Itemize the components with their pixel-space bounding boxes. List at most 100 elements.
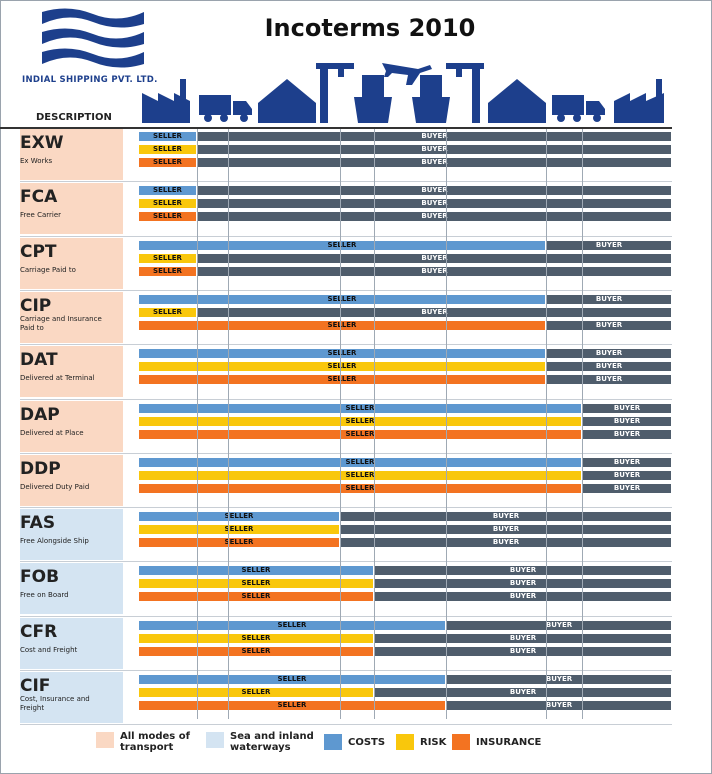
legend-insurance-label: INSURANCE (476, 737, 542, 748)
mode-background (20, 672, 123, 723)
term-code: FOB (20, 567, 60, 588)
stage-gridline (446, 129, 447, 719)
term-row-cpt: CPT Carriage Paid to SELLER BUYER SELLER BUYE… (0, 237, 672, 289)
term-full-name: Ex Works (20, 157, 53, 165)
seller-costs-bar: SELLER (138, 565, 374, 577)
company-logo-waves-icon (42, 8, 144, 68)
legend-risk-label: RISK (420, 737, 447, 748)
legend-risk-swatch (396, 734, 414, 750)
term-row-ddp: DDP Delivered Duty Paid SELLER BUYER SELLER B… (0, 454, 672, 506)
buyer-risk-bar: BUYER (582, 415, 672, 427)
seller-costs-bar: SELLER (138, 619, 446, 631)
stage-gridline (340, 129, 341, 719)
seller-risk-bar: SELLER (138, 632, 374, 644)
seller-costs-bar: SELLER (138, 239, 546, 251)
mode-background (20, 291, 123, 343)
row-divider (20, 724, 672, 726)
factory-icon (614, 79, 664, 123)
buyer-insurance-bar: BUYER (197, 211, 672, 223)
buyer-costs-bar: BUYER (546, 348, 672, 360)
seller-risk-bar: SELLER (138, 578, 374, 590)
seller-costs-bar: SELLER (138, 293, 546, 305)
seller-risk-bar: SELLER (138, 687, 374, 698)
buyer-insurance-bar: BUYER (197, 157, 672, 168)
row-divider (20, 181, 672, 183)
row-divider (20, 398, 672, 400)
seller-risk-bar: SELLER (138, 252, 197, 264)
buyer-risk-bar: BUYER (374, 578, 672, 590)
row-divider (20, 561, 672, 563)
row-divider (20, 615, 672, 617)
buyer-costs-bar: BUYER (374, 565, 672, 577)
term-full-name: Delivered Duty Paid (20, 482, 90, 491)
seller-insurance-bar: SELLER (138, 591, 374, 603)
header-divider (0, 127, 672, 129)
seller-costs-bar: SELLER (138, 348, 546, 360)
company-name: INDIAL SHIPPING PVT. LTD. (22, 75, 158, 85)
buyer-risk-bar: BUYER (374, 632, 672, 644)
buyer-costs-bar: BUYER (546, 293, 672, 305)
term-code: DDP (20, 458, 61, 479)
description-header: DESCRIPTION (36, 112, 112, 123)
factory-icon (142, 79, 190, 123)
buyer-risk-bar: BUYER (340, 524, 672, 536)
seller-insurance-bar: SELLER (138, 482, 582, 494)
term-full-name: Cost, Insurance and Freight (20, 695, 90, 712)
mode-background (20, 129, 123, 180)
row-divider (20, 452, 672, 454)
seller-risk-bar: SELLER (138, 524, 340, 536)
buyer-risk-bar: BUYER (546, 361, 672, 373)
term-code: CIF (20, 676, 51, 696)
buyer-insurance-bar: BUYER (546, 374, 672, 386)
legend-costs-label: COSTS (348, 737, 386, 748)
term-row-exw: EXW Ex Works SELLER BUYER SELLER BUYER SELLER B… (0, 129, 672, 180)
term-full-name: Delivered at Terminal (20, 374, 95, 383)
legend-costs-swatch (324, 734, 342, 750)
mode-background (20, 237, 123, 289)
stage-gridline (374, 129, 375, 719)
mode-background (20, 400, 123, 452)
buyer-insurance-bar: BUYER (374, 591, 672, 603)
legend: All modes of transport Sea and inland wa… (96, 728, 676, 764)
term-row-cfr: CFR Cost and Freight SELLER BUYER SELLER BUYE… (0, 617, 672, 669)
transport-icons-strip (142, 63, 664, 123)
buyer-insurance-bar: BUYER (340, 537, 672, 549)
warehouse-icon (488, 79, 546, 123)
seller-costs-bar: SELLER (138, 674, 446, 685)
seller-insurance-bar: SELLER (138, 319, 546, 331)
seller-costs-bar: SELLER (138, 402, 582, 414)
buyer-costs-bar: BUYER (197, 185, 672, 197)
term-full-name: Cost and Freight (20, 645, 78, 654)
mode-background (20, 183, 123, 235)
ship-icon (354, 75, 392, 123)
term-full-name: Carriage Paid to (20, 265, 76, 274)
mode-background (20, 563, 123, 615)
mode-background (20, 509, 123, 561)
seller-insurance-bar: SELLER (138, 374, 546, 386)
seller-insurance-bar: SELLER (138, 537, 340, 549)
buyer-costs-bar: BUYER (197, 131, 672, 142)
buyer-costs-bar: BUYER (582, 456, 672, 468)
stage-gridline (197, 129, 198, 719)
port-crane-icon (316, 63, 354, 123)
seller-insurance-bar: SELLER (138, 211, 197, 223)
row-divider (20, 235, 672, 237)
seller-costs-bar: SELLER (138, 185, 197, 197)
buyer-insurance-bar: BUYER (582, 482, 672, 494)
mode-background (20, 454, 123, 506)
term-code: CPT (20, 241, 57, 262)
term-full-name: Free Alongside Ship (20, 537, 89, 546)
stage-gridline (546, 129, 547, 719)
seller-risk-bar: SELLER (138, 198, 197, 210)
port-crane-icon (446, 63, 484, 123)
row-divider (20, 507, 672, 509)
airplane-icon (382, 63, 432, 85)
buyer-insurance-bar: BUYER (582, 428, 672, 440)
buyer-risk-bar: BUYER (197, 198, 672, 210)
seller-costs-bar: SELLER (138, 131, 197, 142)
seller-insurance-bar: SELLER (138, 428, 582, 440)
stage-gridline (228, 129, 229, 719)
term-full-name: Carriage and Insurance Paid to (20, 314, 102, 332)
buyer-insurance-bar: BUYER (546, 319, 672, 331)
term-code: FAS (20, 513, 56, 534)
